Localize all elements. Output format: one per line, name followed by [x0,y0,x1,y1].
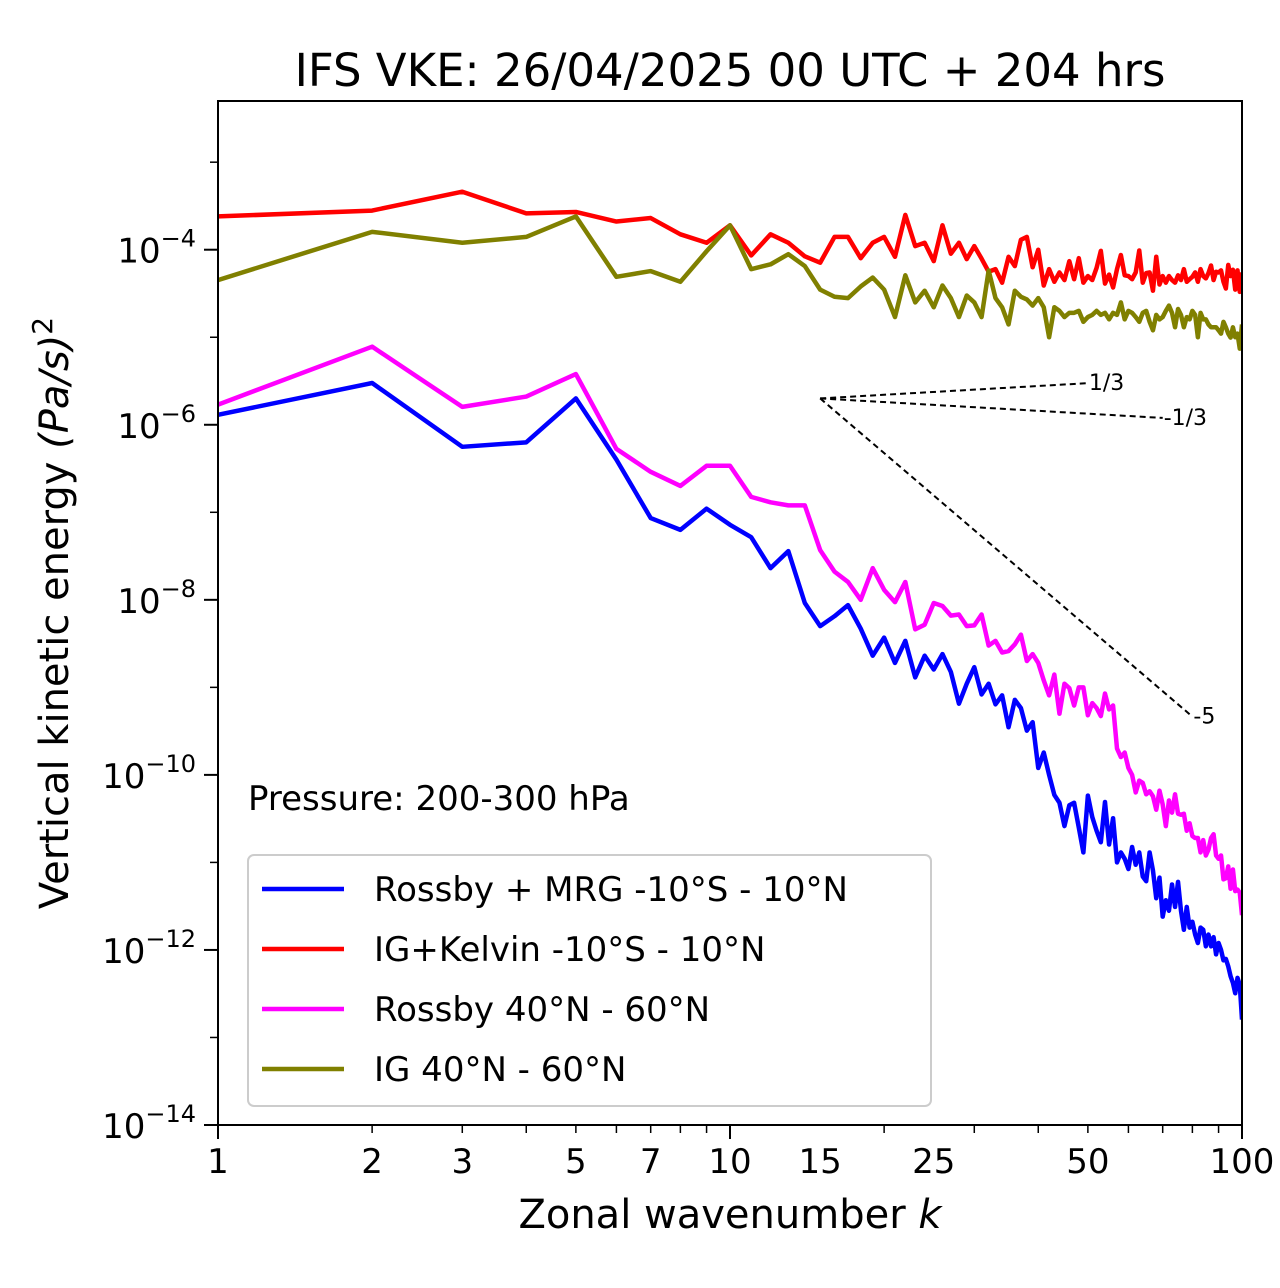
x-axis-label: Zonal wavenumber k [518,1192,943,1238]
x-tick-label: 50 [1066,1142,1109,1182]
pressure-annotation: Pressure: 200-300 hPa [248,779,630,819]
x-tick-label: 1 [207,1142,229,1182]
y-tick-label: 10−8 [117,575,196,622]
x-tick-label: 100 [1210,1142,1275,1182]
legend-label-3: IG 40°N - 60°N [374,1050,626,1090]
series-line-0 [218,380,1242,1020]
reference-slope-label-0: 1/3 [1089,371,1124,396]
legend: Rossby + MRG -10°S - 10°N IG+Kelvin -10°S… [247,854,932,1107]
legend-box [247,854,932,1107]
reference-slope-line-2 [819,397,1194,718]
legend-label-1: IG+Kelvin -10°S - 10°N [374,930,765,970]
x-tick-label: 3 [451,1142,473,1182]
x-tick-label: 25 [912,1142,955,1182]
legend-label-0: Rossby + MRG -10°S - 10°N [374,870,848,910]
x-tick-label: 15 [799,1142,842,1182]
legend-items: Rossby + MRG -10°S - 10°N IG+Kelvin -10°S… [262,870,848,1090]
series-layer [218,189,1242,1020]
y-tick-label: 10−14 [102,1100,196,1147]
series-line-3 [218,214,1242,351]
legend-label-2: Rossby 40°N - 60°N [374,990,710,1030]
chart-title: IFS VKE: 26/04/2025 00 UTC + 204 hrs [295,44,1166,97]
x-tick-label: 2 [361,1142,383,1182]
series-line-2 [218,344,1242,916]
x-tick-label: 10 [708,1142,751,1182]
x-axis-ticks: 1 2 3 5 7 10 15 25 50 100 [207,1125,1274,1182]
reference-slope-label-2: -5 [1193,705,1215,730]
y-tick-label: 10−12 [102,925,196,972]
y-tick-label: 10−4 [117,225,196,272]
x-tick-label: 5 [565,1142,587,1182]
y-axis-label: Vertical kinetic energy (Pa/s)2 [26,317,78,909]
reference-slope-line-0 [820,382,1088,400]
reference-slope-line-1 [820,397,1163,419]
y-tick-label: 10−6 [117,400,196,447]
reference-slope-layer: 1/3 -1/3 -5 [819,371,1215,730]
reference-slope-label-1: -1/3 [1164,406,1207,431]
series-line-1 [218,189,1242,295]
x-tick-label: 7 [640,1142,662,1182]
y-axis-ticks: 10−14 10−12 10−10 10−8 10−6 10−4 [102,161,218,1147]
y-tick-label: 10−10 [102,750,196,797]
